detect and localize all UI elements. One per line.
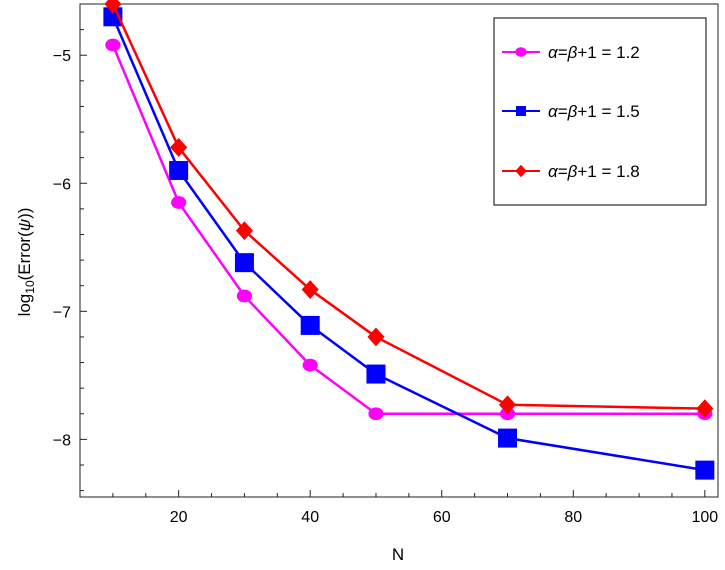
x-tick-label: 100 [691,509,718,526]
y-tick-label: −6 [53,176,71,193]
series-3-point [235,221,253,241]
series-2-point [366,364,386,384]
series-1-point [105,38,121,52]
x-tick-label: 40 [301,509,319,526]
series-1-point [368,407,384,421]
series-3-point [367,327,385,347]
series-1-point [236,289,253,303]
series-2 [103,7,715,480]
series-3-point [498,395,517,415]
series-2-point [169,160,189,180]
legend-entry-1: α=β+1 = 1.2 [502,43,640,62]
x-tick-label: 80 [564,509,582,526]
x-axis-ticks: 20 40 60 80 100 [112,490,718,526]
legend-marker-1 [515,47,527,57]
y-tick-label: −8 [53,432,71,449]
series-2-point [498,428,518,448]
legend-entry-3: α=β+1 = 1.8 [502,162,640,181]
y-axis-label: log10(Error(ψ)) [15,208,37,317]
x-axis-label: N [392,545,404,564]
legend-entry-2: α=β+1 = 1.5 [502,102,640,121]
y-axis-label-prefix: log [15,294,34,317]
legend-label-2: α=β+1 = 1.5 [548,102,640,121]
series-layer [103,0,715,480]
y-axis-label-close: )) [15,208,34,219]
y-tick-label: −5 [53,48,71,65]
series-2-point [234,253,254,273]
x-tick-label: 20 [170,509,188,526]
series-1-point [302,358,318,372]
legend-label-1: α=β+1 = 1.2 [548,43,640,62]
series-2-point [300,315,320,335]
legend-marker-shape [515,164,527,178]
series-3 [104,0,714,419]
series-2-point [695,460,715,480]
y-tick-label: −7 [53,304,71,321]
y-axis-label-psi: ψ [15,219,34,231]
y-axis-ticks: −8 −7 −6 −5 [53,3,87,492]
y-axis-label-main: (Error( [15,231,34,280]
x-tick-label: 60 [433,509,451,526]
series-3-point [696,399,714,419]
series-1-point [171,196,187,209]
series-3-point [301,280,319,300]
plot-frame [79,3,719,498]
legend: α=β+1 = 1.2 α=β+1 = 1.5 α=β+1 = 1.8 [493,17,707,206]
legend-marker-2 [516,106,526,116]
series-3-point [170,137,188,157]
legend-marker-3 [515,164,527,178]
series-3-point [104,0,122,14]
legend-marker-shape [515,47,527,57]
legend-marker-shape [516,106,526,116]
legend-label-3: α=β+1 = 1.8 [548,162,640,181]
y-axis-label-subscript: 10 [23,280,37,294]
